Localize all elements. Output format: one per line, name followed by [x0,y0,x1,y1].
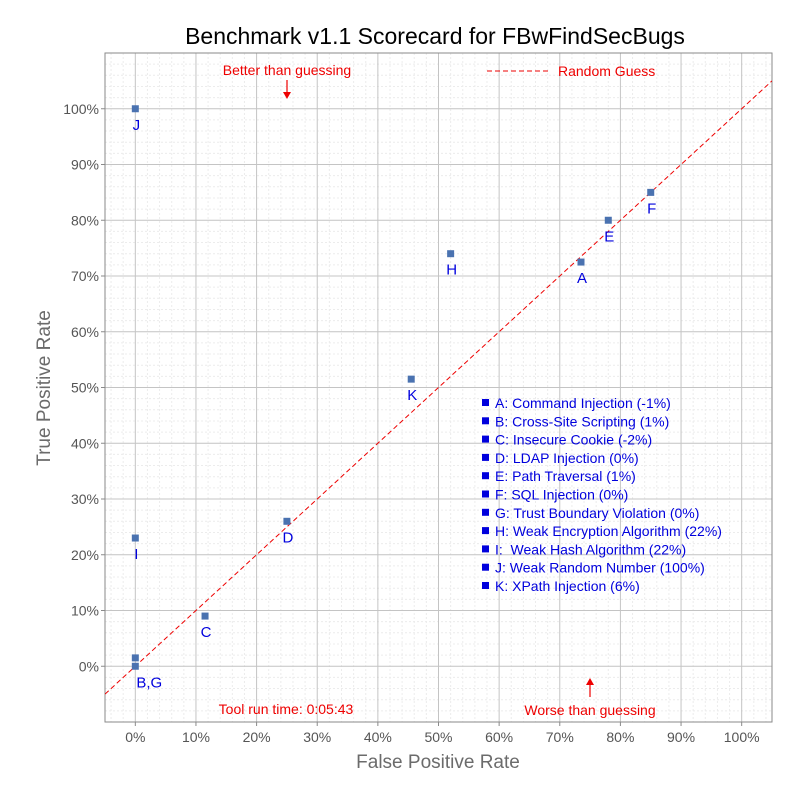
legend-entry: K: XPath Injection (6%) [495,578,640,594]
point-label: F [647,200,656,217]
legend-entry: B: Cross-Site Scripting (1%) [495,413,669,429]
better-label: Better than guessing [223,62,351,78]
legend-swatch [482,490,489,498]
x-tick-label: 40% [364,729,392,745]
point-label: I [134,546,138,563]
legend-swatch [482,399,489,406]
legend-swatch [482,453,489,461]
point-h [447,250,455,258]
legend-entry: C: Insecure Cookie (-2%) [495,432,652,448]
legend-swatch [482,563,489,571]
legend-entry: F: SQL Injection (0%) [495,487,628,503]
point-labels: A B,G C D E F H I J K [133,117,657,692]
chart-title: Benchmark v1.1 Scorecard for FBwFindSecB… [185,23,685,49]
x-tick-label: 10% [182,729,210,745]
point-g [131,662,139,670]
worse-arrow-head [586,678,594,685]
point-d [283,517,291,525]
legend-reference-label: Random Guess [558,63,655,79]
better-annotation: Better than guessing [223,62,351,99]
y-tick-label: 10% [71,603,99,619]
y-axis-title: True Positive Rate [34,310,55,466]
tool-runtime: Tool run time: 0:05:43 [219,701,354,717]
point-c [201,612,209,620]
x-tick-label: 30% [303,729,331,745]
legend-entry: H: Weak Encryption Algorithm (22%) [495,523,722,539]
point-label: C [201,624,212,641]
x-tick-label: 70% [546,729,574,745]
x-tick-label: 20% [243,729,271,745]
point-label: B,G [136,674,162,691]
y-tick-label: 60% [71,324,99,340]
legend-swatch [482,527,489,535]
legend-swatch [482,435,489,443]
x-tick-label: 80% [606,729,634,745]
better-arrow-head [283,92,291,99]
x-tick-label: 60% [485,729,513,745]
x-tick-label: 50% [424,729,452,745]
point-a [577,258,585,266]
y-tick-label: 100% [63,101,99,117]
y-tick-label: 40% [71,435,99,451]
legend-swatch [482,508,489,516]
y-tick-label: 30% [71,491,99,507]
random-guess-line [105,80,772,695]
x-tick-label: 100% [724,729,760,745]
x-tick-label: 90% [667,729,695,745]
x-tick-label: 0% [125,729,145,745]
point-i [131,534,139,542]
y-tick-label: 20% [71,547,99,563]
legend-entry: E: Path Traversal (1%) [495,468,636,484]
point-f [647,188,655,196]
legend-reference: Random Guess [487,63,655,79]
y-tick-label: 50% [71,380,99,396]
y-tick-label: 80% [71,212,99,228]
legend-entry: J: Weak Random Number (100%) [495,560,705,576]
worse-label: Worse than guessing [524,702,655,718]
point-b [131,654,139,662]
legend-swatch [482,582,489,589]
y-tick-label: 90% [71,157,99,173]
legend-swatch [482,545,489,553]
point-e [604,216,612,224]
point-label: A [577,270,587,287]
worse-annotation: Worse than guessing [524,678,656,718]
point-label: H [446,262,457,279]
y-tick-label: 70% [71,268,99,284]
x-axis-title: False Positive Rate [356,752,520,773]
legend-entry: G: Trust Boundary Violation (0%) [495,505,699,521]
y-tick-labels: 0% 10% 20% 30% 40% 50% 60% 70% 80% 90% 100% [63,101,99,675]
point-label: J [133,117,141,134]
legend-entry: A: Command Injection (-1%) [495,395,671,411]
legend-swatch [482,417,489,425]
point-label: D [282,529,293,546]
point-k [407,375,415,383]
y-tick-label: 0% [79,658,99,674]
x-tick-labels: 0% 10% 20% 30% 40% 50% 60% 70% 80% 90% 100% [125,729,759,745]
major-grid [105,53,772,722]
point-label: K [407,387,417,404]
category-legend: A: Command Injection (-1%) B: Cross-Site … [482,395,722,594]
axis-tick-marks [101,108,743,726]
data-points [131,105,655,670]
point-j [131,105,139,113]
legend-swatch [482,472,489,480]
legend-entry: I: Weak Hash Algorithm (22%) [495,541,686,557]
point-label: E [604,228,614,245]
legend-entry: D: LDAP Injection (0%) [495,450,639,466]
